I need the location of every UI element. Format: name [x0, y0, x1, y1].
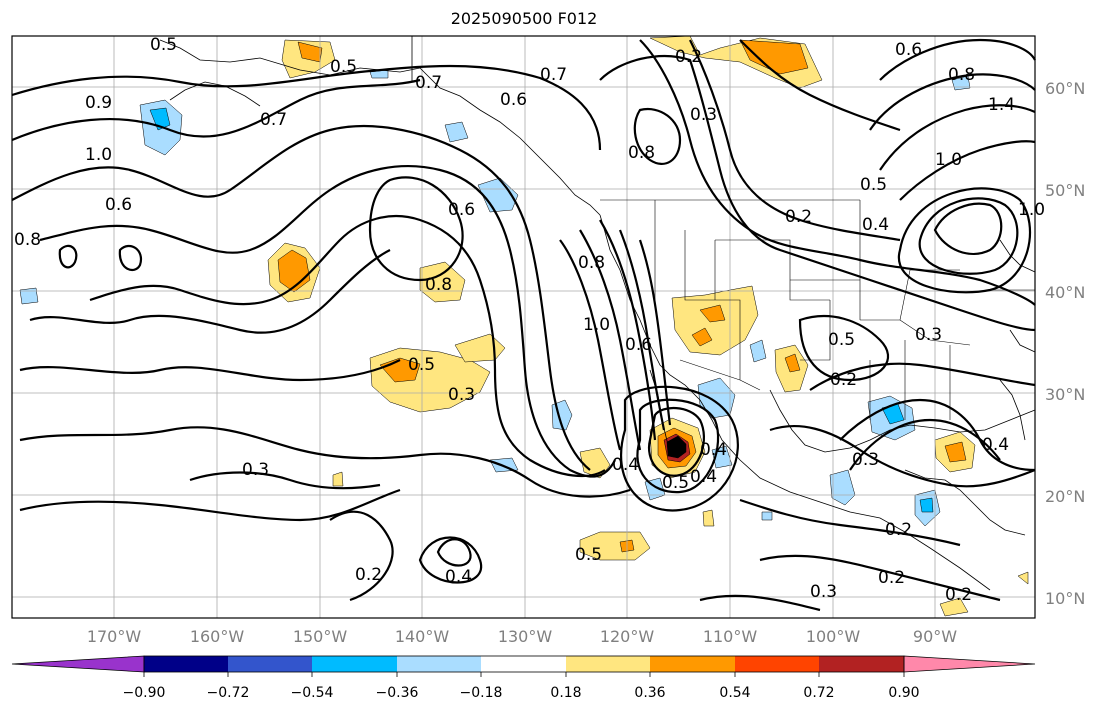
latitude-labels: 60°N 50°N 40°N 30°N 20°N 10°N: [1045, 79, 1085, 608]
contour-label: 1.0: [935, 150, 962, 170]
contour-label: 0.8: [14, 230, 41, 250]
contour-label: 0.7: [260, 110, 287, 130]
shaded-field: [19, 35, 1029, 617]
latitude-label: 20°N: [1045, 487, 1085, 506]
map-area: 0.5 0.5 0.7 0.6 0.7 0.2 0.6 0.8 1.4 0.9 …: [11, 35, 1045, 619]
contour-label: 0.2: [885, 520, 912, 540]
longitude-label: 160°W: [190, 627, 245, 646]
contour-label: 0.5: [828, 330, 855, 350]
colorbar-tick-label: −0.18: [460, 685, 503, 701]
contour-label: 0.5: [408, 355, 435, 375]
latitude-label: 30°N: [1045, 385, 1085, 404]
contour-labels: 0.5 0.5 0.7 0.6 0.7 0.2 0.6 0.8 1.4 0.9 …: [14, 35, 1045, 605]
contour-label: 0.2: [830, 370, 857, 390]
contour-label: 0.2: [785, 207, 812, 227]
longitude-label: 110°W: [703, 627, 758, 646]
contour-label: 0.9: [85, 93, 112, 113]
contour-label: 0.8: [578, 253, 605, 273]
contour-label: 1.0: [583, 315, 610, 335]
contour-label: 0.2: [675, 47, 702, 67]
contour-label: 0.5: [330, 57, 357, 77]
contour-label: 0.7: [540, 65, 567, 85]
contour-label: 0.5: [575, 545, 602, 565]
contour-label: 0.5: [662, 473, 689, 493]
contour-label: 0.5: [150, 35, 177, 55]
contour-label: 0.3: [810, 582, 837, 602]
contour-label: 0.6: [500, 90, 527, 110]
contour-label: 0.8: [948, 65, 975, 85]
colorbar-tick-label: 0.54: [719, 685, 750, 701]
contour-label: 0.6: [448, 200, 475, 220]
latitude-label: 10°N: [1045, 589, 1085, 608]
gridlines: [12, 36, 1035, 618]
colorbar-ticks: [143, 672, 905, 677]
coastlines: [159, 36, 1036, 591]
longitude-label: 150°W: [293, 627, 348, 646]
contour-label: 0.4: [612, 455, 639, 475]
colorbar-segment: [144, 656, 228, 672]
colorbar-tick-label: −0.54: [291, 685, 334, 701]
longitude-label: 140°W: [395, 627, 450, 646]
contour-label: 0.6: [625, 335, 652, 355]
colorbar-extend-left: [11, 655, 145, 673]
colorbar-segment: [819, 656, 904, 672]
longitude-label: 90°W: [913, 627, 957, 646]
contour-label: 0.3: [448, 385, 475, 405]
latitude-label: 50°N: [1045, 181, 1085, 200]
colorbar-tick-label: 0.90: [888, 685, 919, 701]
contour-label: 1.0: [1018, 200, 1045, 220]
contour-label: 0.3: [242, 460, 269, 480]
contour-label: 0.3: [690, 105, 717, 125]
colorbar-segment: [735, 656, 819, 672]
contour-label: 0.2: [945, 585, 972, 605]
colorbar-segment: [566, 656, 650, 672]
colorbar-segment: [312, 656, 397, 672]
longitude-label: 100°W: [806, 627, 861, 646]
colorbar-extend-right: [903, 655, 1036, 673]
contour-label: 0.4: [690, 467, 717, 487]
colorbar-tick-label: −0.90: [123, 685, 166, 701]
map-title: 2025090500 F012: [450, 9, 598, 28]
colorbar-tick-label: −0.72: [207, 685, 250, 701]
longitude-label: 170°W: [87, 627, 142, 646]
contour-label: 1.4: [988, 95, 1015, 115]
latitude-label: 40°N: [1045, 283, 1085, 302]
contour-lines: [11, 38, 1036, 612]
contour-label: 0.8: [628, 143, 655, 163]
contour-label: 0.2: [355, 565, 382, 585]
contour-label: 0.4: [982, 435, 1009, 455]
contour-label: 0.7: [415, 73, 442, 93]
colorbar-tick-label: 0.36: [634, 685, 665, 701]
colorbar-tick-label: −0.36: [376, 685, 419, 701]
colorbar: −0.90 −0.72 −0.54 −0.36 −0.18 0.18 0.36 …: [11, 655, 1036, 701]
contour-label: 0.4: [445, 567, 472, 587]
colorbar-tick-label: 0.72: [803, 685, 834, 701]
longitude-label: 130°W: [498, 627, 553, 646]
contour-label: 1.0: [85, 145, 112, 165]
contour-label: 0.5: [860, 175, 887, 195]
map-border: [11, 35, 1036, 619]
colorbar-tick-label: 0.18: [550, 685, 581, 701]
contour-label: 0.2: [878, 568, 905, 588]
colorbar-segment: [650, 656, 735, 672]
contour-label: 0.6: [895, 40, 922, 60]
contour-label: 0.6: [105, 195, 132, 215]
colorbar-segment: [481, 656, 566, 672]
longitude-label: 120°W: [600, 627, 655, 646]
colorbar-segment: [228, 656, 312, 672]
contour-label: 0.8: [425, 275, 452, 295]
contour-label: 0.3: [852, 450, 879, 470]
contour-label: 0.4: [862, 215, 889, 235]
contour-label: 0.3: [915, 325, 942, 345]
latitude-label: 60°N: [1045, 79, 1085, 98]
colorbar-segment: [397, 656, 481, 672]
longitude-labels: 170°W 160°W 150°W 140°W 130°W 120°W 110°…: [87, 627, 957, 646]
contour-label: 0.4: [700, 440, 727, 460]
